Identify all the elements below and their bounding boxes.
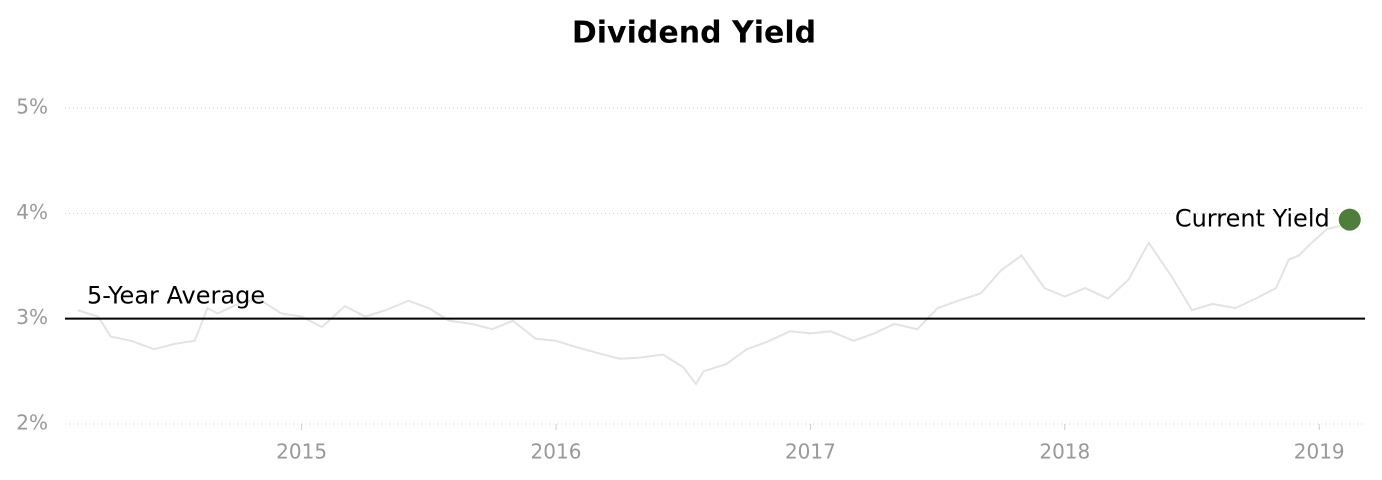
y-tick-label: 5% <box>16 95 48 119</box>
x-tick-label: 2019 <box>1294 440 1345 464</box>
average-label: 5-Year Average <box>87 282 265 310</box>
y-tick-label: 4% <box>16 200 48 224</box>
x-tick-label: 2016 <box>531 440 582 464</box>
x-tick-label: 2015 <box>276 440 327 464</box>
current-yield-label: Current Yield <box>1175 205 1330 233</box>
yield-line <box>77 225 1340 386</box>
current-yield-dot <box>1338 208 1361 231</box>
x-tick-label: 2017 <box>785 440 836 464</box>
x-tick-label: 2018 <box>1039 440 1090 464</box>
y-tick-label: 2% <box>16 411 48 435</box>
chart-title: Dividend Yield <box>572 16 816 51</box>
y-tick-label: 3% <box>16 305 48 329</box>
